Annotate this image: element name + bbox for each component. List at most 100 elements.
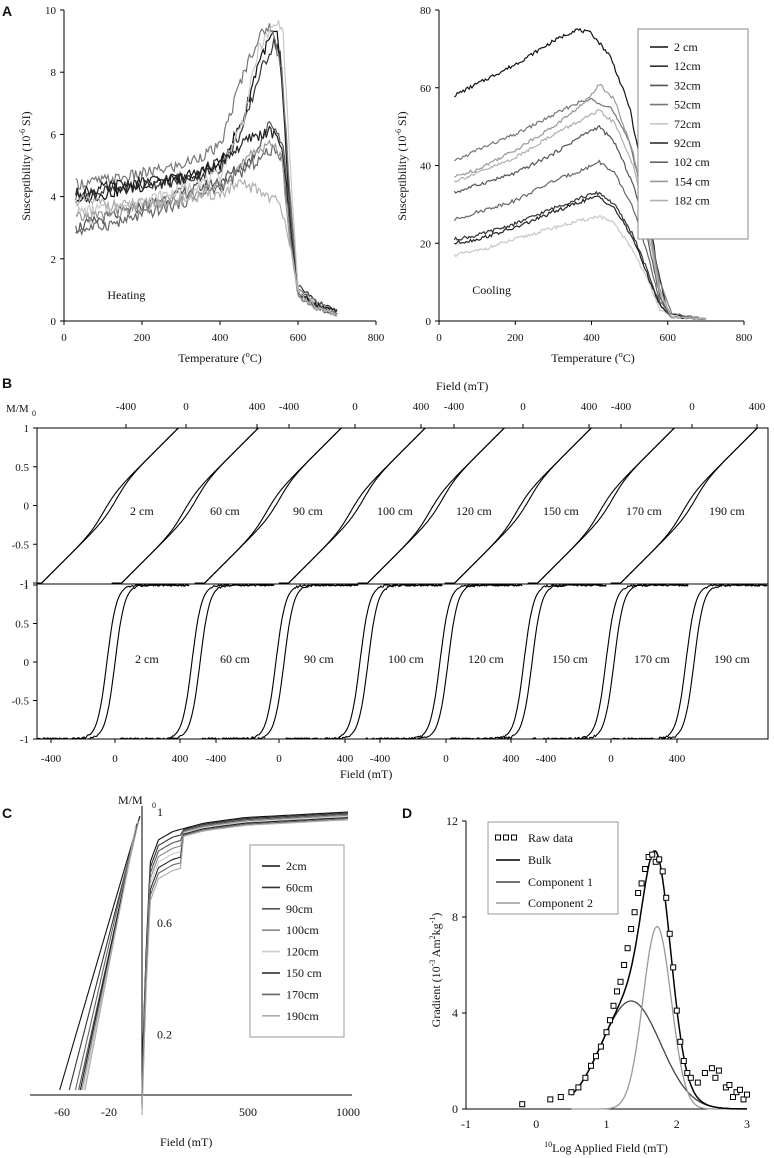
d-raw-point-30 [673, 1007, 680, 1014]
d-raw-point-6 [582, 1074, 589, 1081]
a-heating-x-tick-label: 800 [368, 332, 385, 344]
a-heating-y-tick-label: 4 [51, 192, 57, 204]
b-y-tick-label: 0 [24, 657, 30, 669]
c-backfield-line-7 [74, 824, 137, 1091]
c-ylabel-sub: 0 [152, 801, 156, 810]
a-cooling-y-tick-label: 20 [420, 238, 432, 250]
b-y-tick-label: -1 [20, 578, 29, 590]
a-heating-series-line-6 [75, 125, 338, 314]
a-cooling-series-line-5 [453, 215, 707, 321]
a-cooling-legend-box [637, 28, 749, 240]
d-raw-point-11 [607, 1017, 613, 1024]
b-top-loop-down-3 [194, 427, 352, 584]
b-top-x-tick-label: 0 [520, 401, 526, 413]
c-forward-line-8 [141, 819, 349, 1115]
c-legend-label-6: 150 cm [286, 966, 322, 980]
c-x-tick-label: -20 [101, 1105, 117, 1119]
d-raw-point-35 [694, 1079, 701, 1086]
c-y-tick-label: 0.2 [157, 1027, 172, 1041]
d-legend-label-4: Component 2 [528, 896, 593, 910]
d-legend-marker-raw-2 [503, 834, 509, 841]
d-raw-point-44 [737, 1086, 743, 1093]
a-heating-series-line-2 [75, 37, 338, 313]
a-cooling-series-line-3 [453, 124, 706, 320]
c-legend-label-7: 170cm [286, 987, 319, 1001]
d-y-tick-label: 0 [452, 1102, 458, 1116]
b-bottom-loop-down-6 [449, 584, 607, 741]
b-top-loop-down-7 [527, 427, 685, 584]
b-top-sample-label-5: 120 cm [456, 504, 492, 518]
b-top-loop-down-5 [357, 427, 515, 584]
b-top-loop-down-1 [37, 427, 189, 584]
b-y-tick-label: 0.5 [15, 462, 29, 474]
d-raw-point-41 [726, 1082, 733, 1088]
a-heating-series-line-1 [75, 30, 338, 317]
b-bottom-loop-down-8 [611, 584, 768, 740]
a-cooling-y-tick-label: 80 [420, 5, 432, 17]
b-top-loop-down-6 [444, 427, 602, 584]
d-raw-point-46 [744, 1091, 750, 1098]
b-bottom-sample-label-3: 90 cm [304, 652, 334, 666]
a-cooling-legend-label-4: 52cm [674, 98, 701, 112]
d-legend-box [487, 821, 619, 915]
d-raw-point-7 [588, 1062, 594, 1069]
b-bottom-x-tick-label: -400 [370, 753, 391, 765]
c-legend-label-5: 120cm [286, 945, 319, 959]
b-top-x-tick-label: 400 [249, 401, 266, 413]
c-x-tick-label: -60 [54, 1105, 70, 1119]
b-top-loop-down-8 [610, 427, 768, 584]
d-raw-point-28 [666, 930, 673, 937]
d-raw-point-34 [687, 1074, 694, 1081]
panel-label-d: D [402, 805, 412, 821]
a-cooling-ylabel: Susceptibility (10-6 SI) [394, 111, 409, 220]
b-y-tick-label: -0.5 [12, 696, 30, 708]
panel-label-c: C [2, 805, 12, 821]
c-legend-label-4: 100cm [286, 923, 319, 937]
b-bottom-sample-label-8: 190 cm [714, 652, 750, 666]
d-y-tick-label: 12 [446, 814, 458, 828]
d-raw-point-13 [614, 988, 620, 995]
d-raw-point-36 [701, 1070, 708, 1076]
a-cooling-y-tick-label: 60 [420, 83, 432, 95]
d-raw-point-31 [677, 1038, 684, 1045]
a-heating-series-line-4 [75, 23, 338, 312]
a-cooling-x-tick-label: 800 [736, 332, 753, 344]
a-cooling-series-line-7 [453, 159, 707, 321]
d-legend-label-1: Raw data [528, 831, 574, 845]
b-top-x-tick-label: -400 [611, 401, 632, 413]
d-legend-label-2: Bulk [528, 853, 551, 867]
b-top-loop-down-2 [111, 427, 269, 584]
d-raw-point-2 [547, 1096, 554, 1103]
b-y-tick-label: 1 [24, 580, 30, 592]
d-raw-point-8 [593, 1053, 599, 1060]
d-raw-point-32 [680, 1058, 687, 1064]
b-top-x-tick-label: 400 [413, 401, 430, 413]
d-raw-point-17 [628, 926, 635, 932]
b-bottom-sample-label-5: 120 cm [468, 652, 504, 666]
a-cooling-x-tick-label: 0 [436, 332, 442, 344]
d-raw-point-20 [638, 880, 645, 887]
d-raw-point-10 [603, 1029, 610, 1036]
b-bottom-x-tick-label: 400 [337, 753, 354, 765]
d-raw-point-3 [557, 1094, 564, 1100]
a-heating-ylabel: Susceptibility (10-6 SI) [18, 111, 33, 220]
a-heating-y-tick-label: 6 [51, 129, 57, 141]
a-cooling-series-line-9 [453, 109, 707, 321]
c-backfield-line-8 [84, 826, 137, 1091]
d-x-tick-label: 2 [674, 1117, 680, 1131]
a-heating-x-tick-label: 400 [212, 332, 229, 344]
c-legend-label-3: 90cm [286, 902, 313, 916]
c-legend-box [249, 844, 345, 1038]
b-field-label-top: Field (mT) [436, 379, 488, 393]
d-ylabel: Gradient (10-3 Am2kg-1) [428, 913, 443, 1028]
b-bottom-x-tick-label: 400 [503, 753, 520, 765]
b-top-sample-label-2: 60 cm [210, 504, 240, 518]
b-top-sample-label-8: 190 cm [709, 504, 745, 518]
b-y-tick-label: 0 [24, 501, 30, 513]
d-y-tick-label: 4 [452, 1006, 458, 1020]
c-field-label: Field (mT) [160, 1135, 212, 1149]
d-component-2-line [571, 926, 747, 1110]
b-top-x-tick-label: -400 [444, 401, 465, 413]
d-xlabel: 10Log Applied Field (mT) [544, 1140, 668, 1155]
b-top-x-tick-label: 400 [749, 401, 766, 413]
